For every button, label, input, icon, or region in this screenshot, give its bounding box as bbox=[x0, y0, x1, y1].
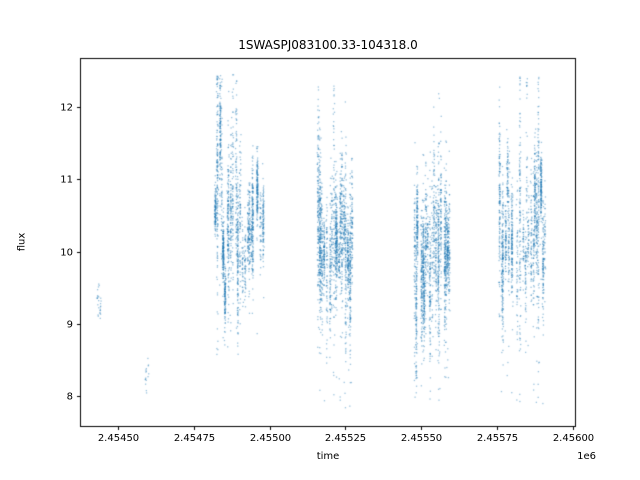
y-axis-label: flux bbox=[16, 232, 28, 252]
y-tick-label: 8 bbox=[66, 391, 73, 402]
x-axis-offset-label: 1e6 bbox=[577, 451, 596, 462]
y-tick-label: 11 bbox=[60, 174, 73, 185]
x-tick-label: 2.45575 bbox=[476, 433, 519, 444]
y-tick-label: 12 bbox=[60, 102, 73, 113]
x-tick-label: 2.45500 bbox=[249, 433, 292, 444]
x-tick-label: 2.45450 bbox=[97, 433, 140, 444]
x-tick-label: 2.45525 bbox=[324, 433, 367, 444]
y-tick-label: 9 bbox=[66, 319, 73, 330]
x-tick-label: 2.45550 bbox=[400, 433, 443, 444]
chart-title: 1SWASPJ083100.33-104318.0 bbox=[238, 38, 418, 52]
x-tick-label: 2.45475 bbox=[173, 433, 216, 444]
x-axis-label: time bbox=[316, 451, 340, 462]
y-tick-label: 10 bbox=[60, 247, 73, 258]
x-tick-label: 2.45600 bbox=[552, 433, 595, 444]
